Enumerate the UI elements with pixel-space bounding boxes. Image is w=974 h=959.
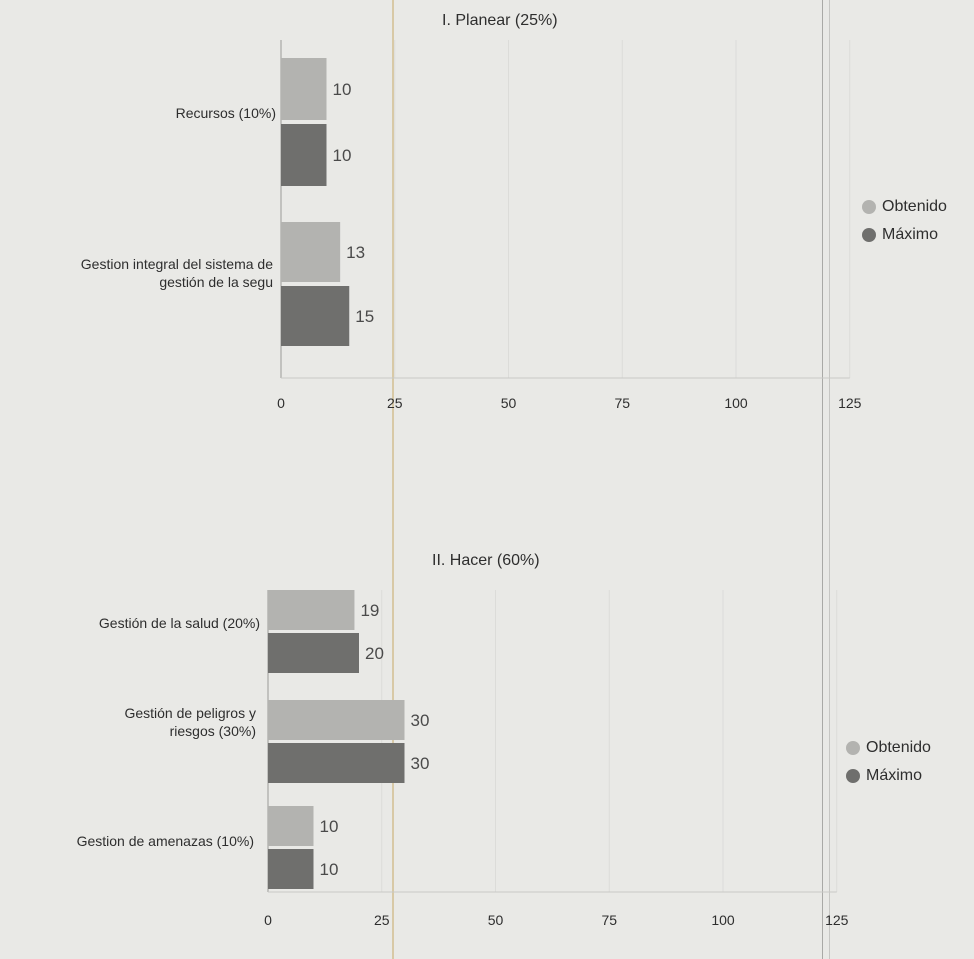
category-label-salud: Gestión de la salud (20%) xyxy=(98,615,260,631)
data-label: 19 xyxy=(360,601,379,620)
bar-obtenido xyxy=(268,700,405,740)
plot-area: 19 20 30 30 10 10 xyxy=(267,590,838,893)
legend: Obtenido Máximo xyxy=(862,196,947,252)
legend-swatch-icon xyxy=(862,228,876,242)
bar-maximo xyxy=(268,849,314,889)
data-label: 20 xyxy=(365,644,384,663)
legend: Obtenido Máximo xyxy=(846,737,931,793)
data-label: 10 xyxy=(320,817,339,836)
x-tick-label: 25 xyxy=(373,912,390,928)
data-label: 10 xyxy=(320,860,339,879)
paper-fold-line xyxy=(392,0,394,959)
data-label: 10 xyxy=(333,80,352,99)
legend-label: Obtenido xyxy=(882,198,947,215)
x-tick-label: 50 xyxy=(487,912,504,928)
legend-label: Obtenido xyxy=(866,739,931,756)
x-tick-label: 0 xyxy=(264,912,272,928)
legend-item-maximo: Máximo xyxy=(862,224,947,246)
category-label-gestion-integral: Gestion integral del sistema de gestión … xyxy=(80,256,273,290)
x-tick-label: 0 xyxy=(277,395,285,411)
x-tick-label: 50 xyxy=(500,395,517,411)
category-label-recursos: Recursos (10%) xyxy=(175,105,276,121)
data-label: 30 xyxy=(411,754,430,773)
x-tick-label: 125 xyxy=(838,395,862,411)
x-tick-label: 25 xyxy=(386,395,403,411)
x-tick-label: 125 xyxy=(825,912,849,928)
chart-title: I. Planear (25%) xyxy=(442,12,558,29)
data-label: 15 xyxy=(355,307,374,326)
x-tick-label: 100 xyxy=(724,395,748,411)
x-tick-label: 75 xyxy=(614,395,631,411)
plot-area: 10 10 13 15 xyxy=(280,40,851,379)
legend-item-maximo: Máximo xyxy=(846,765,931,787)
chart-planear: I. Planear (25%) 10 10 13 15 Recursos (10%)… xyxy=(0,0,974,430)
data-label: 10 xyxy=(333,146,352,165)
bar-obtenido xyxy=(281,58,327,120)
x-tick-label: 100 xyxy=(711,912,735,928)
legend-item-obtenido: Obtenido xyxy=(846,737,931,759)
bar-obtenido xyxy=(281,222,341,282)
paper-edge-line xyxy=(822,0,823,959)
legend-swatch-icon xyxy=(846,741,860,755)
data-label: 13 xyxy=(346,243,365,262)
bar-maximo xyxy=(268,743,405,783)
bar-obtenido xyxy=(268,806,314,846)
x-tick-label: 75 xyxy=(601,912,618,928)
category-label-amenazas: Gestion de amenazas (10%) xyxy=(76,833,254,849)
bar-maximo xyxy=(268,633,359,673)
data-label: 30 xyxy=(411,711,430,730)
legend-swatch-icon xyxy=(846,769,860,783)
bar-maximo xyxy=(281,286,350,346)
paper-edge-line-secondary xyxy=(829,0,830,959)
legend-item-obtenido: Obtenido xyxy=(862,196,947,218)
bar-maximo xyxy=(281,124,327,186)
legend-label: Máximo xyxy=(866,767,923,784)
category-label-peligros: Gestión de peligros y riesgos (30%) xyxy=(124,705,256,739)
legend-label: Máximo xyxy=(882,226,939,243)
chart-title: II. Hacer (60%) xyxy=(432,552,540,569)
legend-swatch-icon xyxy=(862,200,876,214)
bar-obtenido xyxy=(268,590,355,630)
chart-hacer: II. Hacer (60%) 19 20 30 30 10 10 Gestión de … xyxy=(0,540,974,959)
